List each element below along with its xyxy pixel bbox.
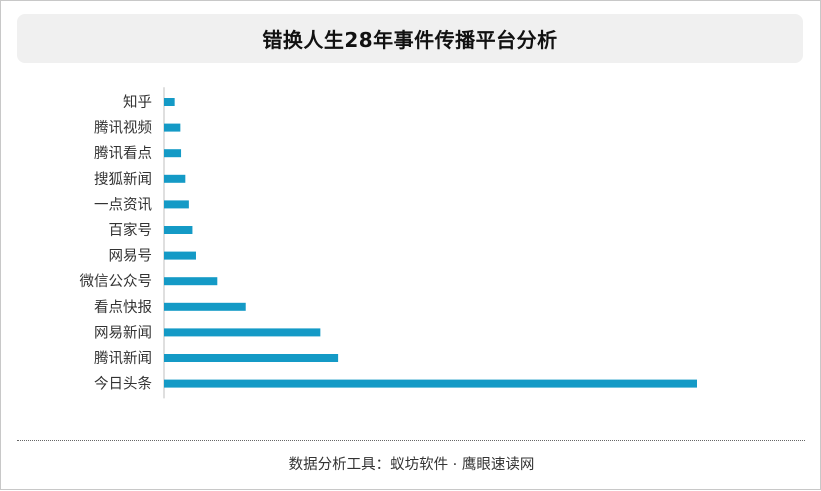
- bar: [164, 174, 186, 183]
- category-label: 腾讯新闻: [94, 350, 152, 367]
- category-label: 百家号: [109, 222, 153, 239]
- bar: [164, 200, 189, 209]
- category-label: 网易新闻: [94, 324, 152, 341]
- bar: [164, 354, 339, 362]
- title-bar: 错换人生28年事件传播平台分析: [17, 14, 803, 63]
- bar: [164, 251, 196, 260]
- category-label: 微信公众号: [80, 273, 153, 290]
- category-label: 腾讯看点: [94, 145, 152, 162]
- bar: [164, 123, 181, 132]
- category-label: 一点资讯: [94, 196, 152, 213]
- category-label: 腾讯视频: [94, 120, 152, 137]
- bar: [164, 226, 193, 234]
- footer-source: 数据分析工具：蚁坊软件 · 鹰眼速读网: [288, 457, 535, 473]
- bar: [164, 328, 321, 337]
- category-label: 看点快报: [94, 299, 152, 316]
- category-label: 网易号: [109, 249, 153, 265]
- bar: [164, 149, 182, 158]
- category-label: 搜狐新闻: [94, 171, 152, 188]
- bar: [164, 98, 175, 106]
- chart-title: 错换人生28年事件传播平台分析: [262, 28, 558, 52]
- bar: [164, 379, 697, 388]
- bars: [164, 98, 697, 388]
- category-label: 今日头条: [94, 376, 152, 393]
- bar: [164, 277, 218, 286]
- footer-divider: [17, 440, 805, 441]
- bar: [164, 302, 246, 311]
- category-labels: 知乎腾讯视频腾讯看点搜狐新闻一点资讯百家号网易号微信公众号看点快报网易新闻腾讯新…: [80, 94, 153, 393]
- category-label: 知乎: [123, 94, 152, 111]
